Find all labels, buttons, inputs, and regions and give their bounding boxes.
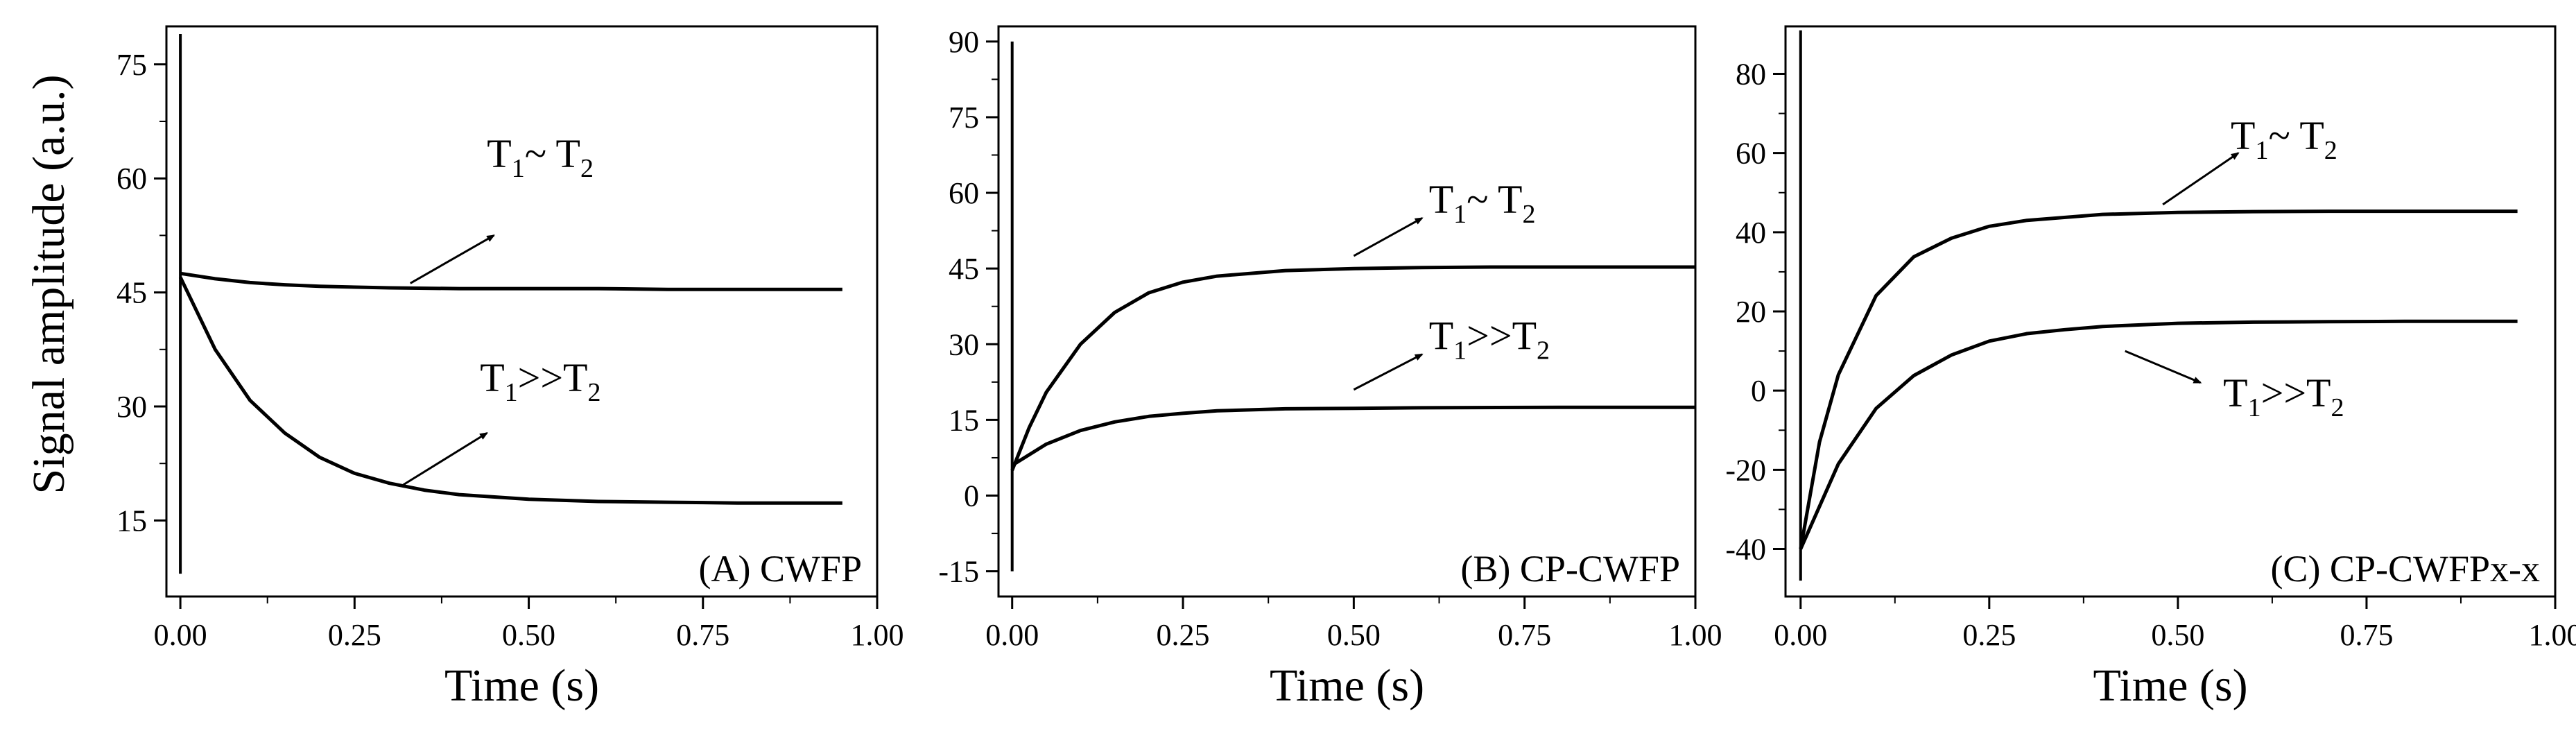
annotation-t1-much-greater-t2: T1>>T2 [480,355,600,407]
y-tick-label: 90 [949,25,979,59]
y-tick-label: 60 [116,162,147,196]
y-tick-label: 60 [949,176,979,210]
y-tick-label: 0 [1751,374,1766,408]
x-tick-label: 1.00 [2529,618,2576,652]
annotation-t1-much-greater-t2: T1>>T2 [2223,370,2344,422]
y-tick-label: 80 [1736,58,1766,92]
y-tick-label: 15 [949,403,979,437]
x-tick-label: 0.25 [328,618,381,652]
annotation-subscript: 1 [512,154,525,183]
x-tick-label: 0.50 [2151,618,2204,652]
annotation-arrow [1353,353,1424,391]
series-line-t1-much-greater-t2 [1799,319,2518,550]
annotation-subscript: 2 [588,378,601,407]
panel-b: 0.00 0.25 0.50 0.75 1.00 -15 0 15 30 45 60 75 90 Time… [938,25,1722,711]
y-axis-label: Signal amplitude (a.u.) [24,75,74,495]
x-axis-label: Time (s) [2093,660,2247,711]
y-tick-label: 75 [116,48,147,82]
annotation-text: >>T [518,355,588,400]
y-tick-label: 45 [116,276,147,310]
x-axis-label: Time (s) [444,660,599,711]
series-line-t1-much-greater-t2 [1011,405,1695,467]
x-tick-label: 0.75 [2340,618,2393,652]
x-tick-label: 0.75 [1498,618,1551,652]
y-tick-label: 0 [964,479,979,513]
annotation-text: T [480,355,504,400]
annotation-t1-much-greater-t2: T1>>T2 [1429,314,1550,366]
x-tick-label: 0.50 [1327,618,1381,652]
annotation-subscript: 2 [1537,336,1550,366]
annotation-text: T [487,131,511,176]
annotation-t1-approx-t2: T1~ T2 [2231,113,2337,165]
plot-frame [997,25,1697,598]
y-tick-label: 45 [949,252,979,286]
y-tick-label: 30 [116,390,147,424]
annotation-text: ~ T [1467,177,1522,222]
y-tick-label: 15 [116,504,147,538]
annotation-subscript: 2 [2331,393,2344,422]
series-line-t1-approx-t2 [1799,209,2518,549]
annotation-subscript: 2 [2324,136,2337,165]
annotation-text: >>T [2261,370,2331,415]
annotation-arrow [1353,217,1424,257]
annotation-subscript: 1 [505,378,518,407]
y-tick-label: -40 [1725,533,1766,567]
panel-a: 0.00 0.25 0.50 0.75 1.00 15 30 45 60 75 Time (s) (A… [116,25,904,711]
panel-c: 0.00 0.25 0.50 0.75 1.00 -40 -20 0 20 40 60 80 Time … [1725,25,2576,711]
x-axis-label: Time (s) [1270,660,1424,711]
annotation-t1-approx-t2: T1~ T2 [487,131,594,183]
annotation-text: T [1429,314,1453,359]
panel-label: (C) CP-CWFPx-x [2270,548,2540,590]
y-tick-label: 30 [949,327,979,361]
x-tick-label: 0.25 [1962,618,2016,652]
y-tick-label: -20 [1725,453,1766,487]
series-line-t1-approx-t2 [1010,265,1695,472]
panel-label: (B) CP-CWFP [1460,548,1680,590]
annotation-arrow [409,234,496,284]
y-tick-label: 60 [1736,137,1766,171]
panel-label: (A) CWFP [698,548,862,590]
annotation-subscript: 1 [2255,136,2268,165]
plot-frame [165,25,879,598]
annotation-subscript: 1 [1453,336,1467,366]
annotation-text: >>T [1467,314,1537,359]
annotation-text: T [2231,113,2255,158]
x-tick-label: 0.75 [676,618,729,652]
annotation-text: T [2223,370,2247,415]
x-tick-label: 0.00 [154,618,207,652]
annotation-subscript: 2 [1522,200,1535,229]
series-line-t1-much-greater-t2 [178,276,842,505]
x-tick-label: 0.00 [985,618,1039,652]
series-line-t1-approx-t2 [180,271,842,291]
x-tick-label: 0.25 [1157,618,1210,652]
annotation-subscript: 2 [580,154,594,183]
plot-frame [1784,25,2557,598]
annotation-text: ~ T [525,131,580,176]
annotation-t1-approx-t2: T1~ T2 [1429,177,1536,229]
y-tick-label: -15 [938,555,979,589]
x-tick-label: 0.50 [502,618,555,652]
annotation-arrow [2162,152,2240,206]
x-tick-label: 0.00 [1774,618,1827,652]
y-tick-label: 20 [1736,295,1766,329]
annotation-subscript: 1 [1453,200,1467,229]
x-tick-label: 1.00 [851,618,904,652]
x-tick-label: 1.00 [1669,618,1722,652]
annotation-text: ~ T [2268,113,2324,158]
y-tick-label: 75 [949,101,979,135]
annotation-text: T [1429,177,1453,222]
annotation-arrow [2125,350,2202,384]
y-tick-label: 40 [1736,216,1766,250]
annotation-arrow [402,432,488,486]
annotation-subscript: 1 [2248,393,2261,422]
